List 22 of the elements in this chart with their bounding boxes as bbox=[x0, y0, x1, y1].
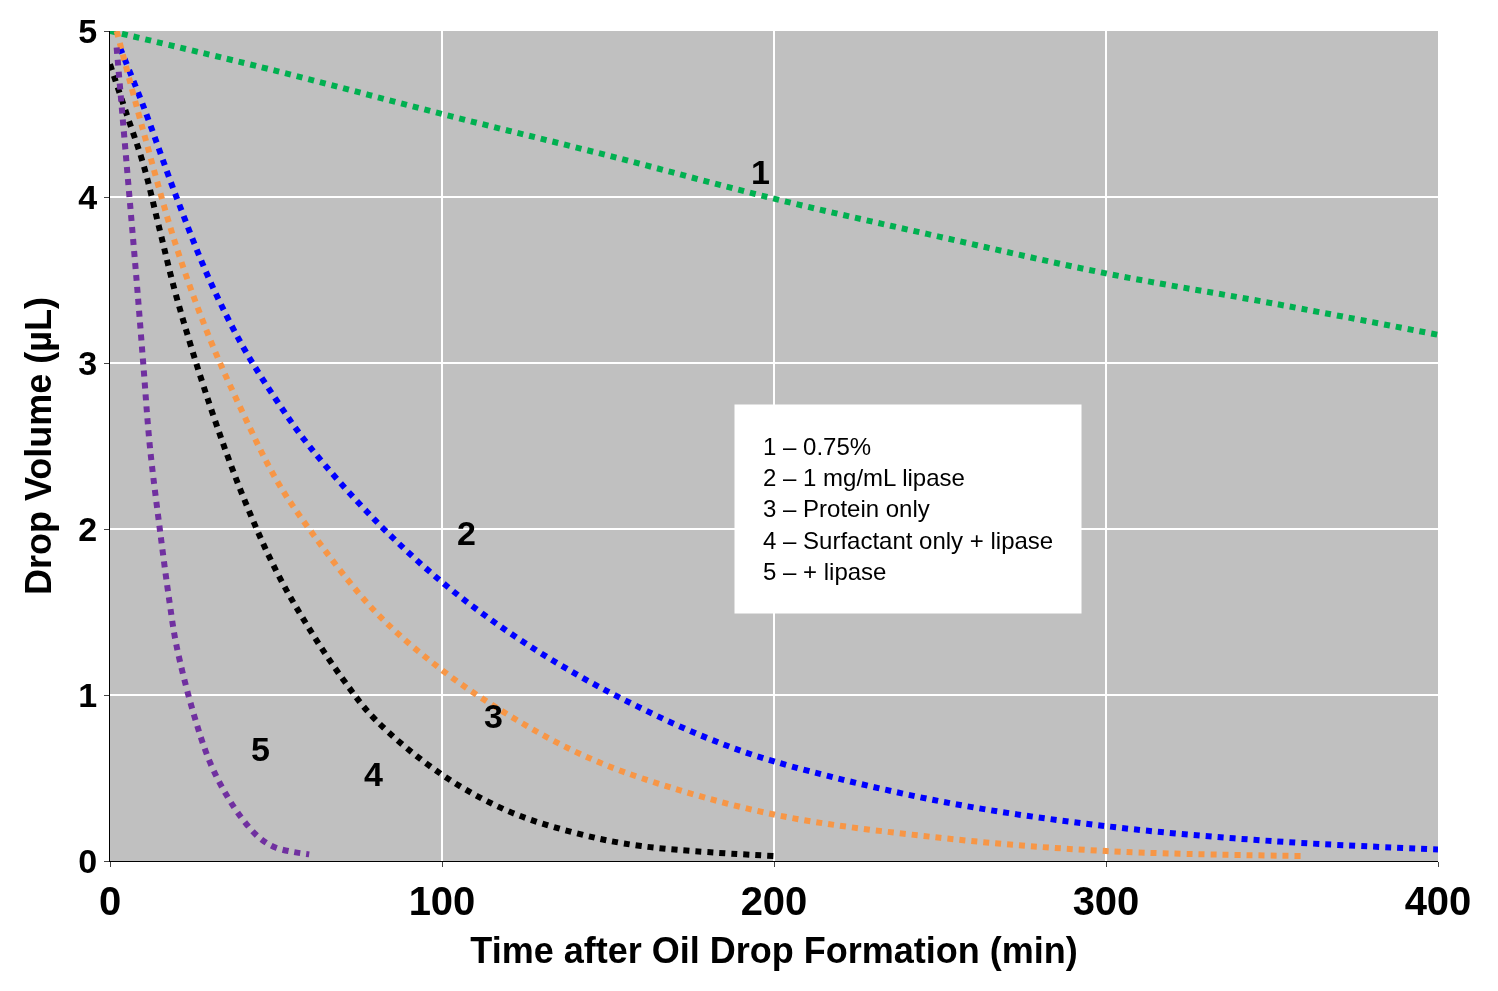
x-tick-label: 300 bbox=[1072, 879, 1140, 923]
annotation: 5 bbox=[251, 730, 270, 768]
x-tick-label: 200 bbox=[740, 879, 808, 923]
annotation: 1 bbox=[751, 153, 770, 191]
annotation: 4 bbox=[364, 755, 383, 793]
x-tick-label: 400 bbox=[1404, 879, 1472, 923]
annotation: 1 – 0.75% bbox=[763, 433, 872, 460]
annotation: 2 bbox=[457, 514, 476, 552]
x-tick-label: 100 bbox=[408, 879, 476, 923]
y-axis-title: Drop Volume (µL) bbox=[18, 296, 60, 596]
y-tick-label: 0 bbox=[78, 841, 98, 880]
annotation: 3 – Protein only bbox=[763, 495, 930, 523]
annotation: 3 bbox=[484, 697, 503, 735]
y-tick-label: 5 bbox=[78, 11, 98, 50]
annotation: 5 – + lipase bbox=[763, 557, 887, 585]
annotation: 4 – Surfactant only + lipase bbox=[763, 526, 1054, 554]
y-tick-label: 1 bbox=[78, 675, 98, 714]
annotation: 2 – 1 mg/mL lipase bbox=[763, 464, 965, 492]
y-tick-label: 2 bbox=[78, 509, 98, 548]
y-tick-label: 4 bbox=[78, 177, 98, 216]
x-axis-title: Time after Oil Drop Formation (min) bbox=[470, 929, 1078, 971]
y-tick-label: 3 bbox=[78, 343, 98, 382]
